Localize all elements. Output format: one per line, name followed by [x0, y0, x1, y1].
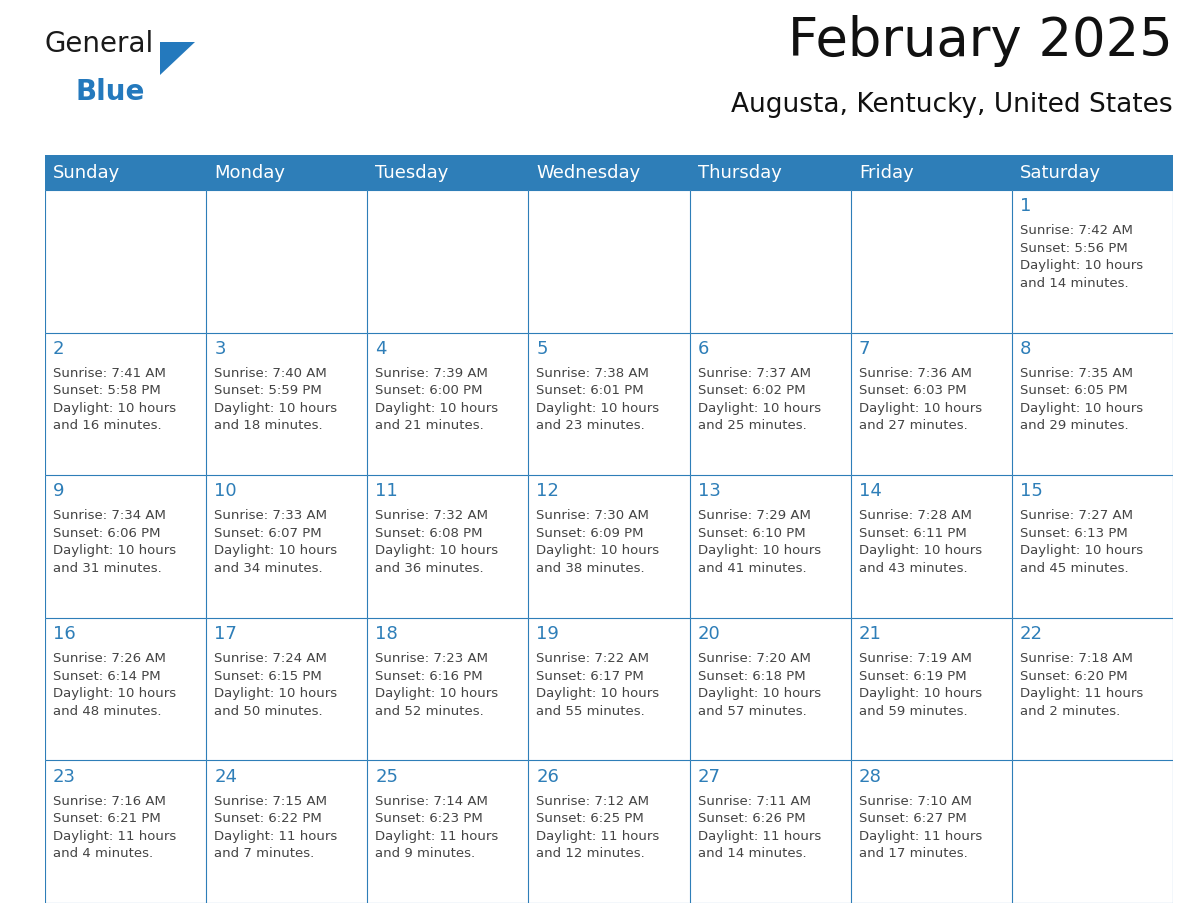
Text: Thursday: Thursday: [697, 163, 782, 182]
Text: Sunrise: 7:15 AM
Sunset: 6:22 PM
Daylight: 11 hours
and 7 minutes.: Sunrise: 7:15 AM Sunset: 6:22 PM Dayligh…: [214, 795, 337, 860]
Text: Sunrise: 7:14 AM
Sunset: 6:23 PM
Daylight: 11 hours
and 9 minutes.: Sunrise: 7:14 AM Sunset: 6:23 PM Dayligh…: [375, 795, 499, 860]
Text: Sunrise: 7:24 AM
Sunset: 6:15 PM
Daylight: 10 hours
and 50 minutes.: Sunrise: 7:24 AM Sunset: 6:15 PM Dayligh…: [214, 652, 337, 718]
Text: 20: 20: [697, 625, 720, 643]
Text: Sunrise: 7:38 AM
Sunset: 6:01 PM
Daylight: 10 hours
and 23 minutes.: Sunrise: 7:38 AM Sunset: 6:01 PM Dayligh…: [537, 367, 659, 432]
Text: 19: 19: [537, 625, 560, 643]
Text: 27: 27: [697, 767, 721, 786]
Text: Augusta, Kentucky, United States: Augusta, Kentucky, United States: [732, 93, 1173, 118]
Text: Sunrise: 7:32 AM
Sunset: 6:08 PM
Daylight: 10 hours
and 36 minutes.: Sunrise: 7:32 AM Sunset: 6:08 PM Dayligh…: [375, 509, 499, 575]
Text: Sunrise: 7:19 AM
Sunset: 6:19 PM
Daylight: 10 hours
and 59 minutes.: Sunrise: 7:19 AM Sunset: 6:19 PM Dayligh…: [859, 652, 982, 718]
Text: 1: 1: [1020, 197, 1031, 215]
Text: Sunrise: 7:42 AM
Sunset: 5:56 PM
Daylight: 10 hours
and 14 minutes.: Sunrise: 7:42 AM Sunset: 5:56 PM Dayligh…: [1020, 224, 1143, 290]
Text: 6: 6: [697, 340, 709, 358]
Text: Sunrise: 7:22 AM
Sunset: 6:17 PM
Daylight: 10 hours
and 55 minutes.: Sunrise: 7:22 AM Sunset: 6:17 PM Dayligh…: [537, 652, 659, 718]
Text: Sunrise: 7:16 AM
Sunset: 6:21 PM
Daylight: 11 hours
and 4 minutes.: Sunrise: 7:16 AM Sunset: 6:21 PM Dayligh…: [53, 795, 176, 860]
Text: Blue: Blue: [75, 78, 145, 106]
Text: Sunrise: 7:11 AM
Sunset: 6:26 PM
Daylight: 11 hours
and 14 minutes.: Sunrise: 7:11 AM Sunset: 6:26 PM Dayligh…: [697, 795, 821, 860]
Text: Sunrise: 7:33 AM
Sunset: 6:07 PM
Daylight: 10 hours
and 34 minutes.: Sunrise: 7:33 AM Sunset: 6:07 PM Dayligh…: [214, 509, 337, 575]
Text: Sunday: Sunday: [53, 163, 120, 182]
Text: Sunrise: 7:37 AM
Sunset: 6:02 PM
Daylight: 10 hours
and 25 minutes.: Sunrise: 7:37 AM Sunset: 6:02 PM Dayligh…: [697, 367, 821, 432]
Text: Sunrise: 7:41 AM
Sunset: 5:58 PM
Daylight: 10 hours
and 16 minutes.: Sunrise: 7:41 AM Sunset: 5:58 PM Dayligh…: [53, 367, 176, 432]
Text: 11: 11: [375, 482, 398, 500]
Text: 16: 16: [53, 625, 76, 643]
Text: 28: 28: [859, 767, 881, 786]
Text: February 2025: February 2025: [789, 15, 1173, 67]
Text: 15: 15: [1020, 482, 1043, 500]
Text: Tuesday: Tuesday: [375, 163, 449, 182]
Text: 10: 10: [214, 482, 236, 500]
Text: Saturday: Saturday: [1020, 163, 1101, 182]
Text: Sunrise: 7:34 AM
Sunset: 6:06 PM
Daylight: 10 hours
and 31 minutes.: Sunrise: 7:34 AM Sunset: 6:06 PM Dayligh…: [53, 509, 176, 575]
Text: 2: 2: [53, 340, 64, 358]
Text: General: General: [45, 30, 154, 58]
Text: Wednesday: Wednesday: [537, 163, 640, 182]
Text: Sunrise: 7:36 AM
Sunset: 6:03 PM
Daylight: 10 hours
and 27 minutes.: Sunrise: 7:36 AM Sunset: 6:03 PM Dayligh…: [859, 367, 982, 432]
Text: 17: 17: [214, 625, 238, 643]
Text: Monday: Monday: [214, 163, 285, 182]
Text: Sunrise: 7:12 AM
Sunset: 6:25 PM
Daylight: 11 hours
and 12 minutes.: Sunrise: 7:12 AM Sunset: 6:25 PM Dayligh…: [537, 795, 659, 860]
Text: Sunrise: 7:28 AM
Sunset: 6:11 PM
Daylight: 10 hours
and 43 minutes.: Sunrise: 7:28 AM Sunset: 6:11 PM Dayligh…: [859, 509, 982, 575]
Text: Sunrise: 7:20 AM
Sunset: 6:18 PM
Daylight: 10 hours
and 57 minutes.: Sunrise: 7:20 AM Sunset: 6:18 PM Dayligh…: [697, 652, 821, 718]
Text: 26: 26: [537, 767, 560, 786]
Text: 9: 9: [53, 482, 64, 500]
Text: Sunrise: 7:29 AM
Sunset: 6:10 PM
Daylight: 10 hours
and 41 minutes.: Sunrise: 7:29 AM Sunset: 6:10 PM Dayligh…: [697, 509, 821, 575]
Text: 22: 22: [1020, 625, 1043, 643]
Polygon shape: [160, 42, 195, 75]
Text: 24: 24: [214, 767, 238, 786]
Text: 4: 4: [375, 340, 387, 358]
Text: 23: 23: [53, 767, 76, 786]
Text: Sunrise: 7:35 AM
Sunset: 6:05 PM
Daylight: 10 hours
and 29 minutes.: Sunrise: 7:35 AM Sunset: 6:05 PM Dayligh…: [1020, 367, 1143, 432]
Text: Sunrise: 7:27 AM
Sunset: 6:13 PM
Daylight: 10 hours
and 45 minutes.: Sunrise: 7:27 AM Sunset: 6:13 PM Dayligh…: [1020, 509, 1143, 575]
Text: 25: 25: [375, 767, 398, 786]
Text: Sunrise: 7:10 AM
Sunset: 6:27 PM
Daylight: 11 hours
and 17 minutes.: Sunrise: 7:10 AM Sunset: 6:27 PM Dayligh…: [859, 795, 982, 860]
Text: 3: 3: [214, 340, 226, 358]
Text: 13: 13: [697, 482, 720, 500]
Text: Friday: Friday: [859, 163, 914, 182]
Text: Sunrise: 7:23 AM
Sunset: 6:16 PM
Daylight: 10 hours
and 52 minutes.: Sunrise: 7:23 AM Sunset: 6:16 PM Dayligh…: [375, 652, 499, 718]
Text: 8: 8: [1020, 340, 1031, 358]
Text: Sunrise: 7:39 AM
Sunset: 6:00 PM
Daylight: 10 hours
and 21 minutes.: Sunrise: 7:39 AM Sunset: 6:00 PM Dayligh…: [375, 367, 499, 432]
Text: Sunrise: 7:30 AM
Sunset: 6:09 PM
Daylight: 10 hours
and 38 minutes.: Sunrise: 7:30 AM Sunset: 6:09 PM Dayligh…: [537, 509, 659, 575]
Text: 12: 12: [537, 482, 560, 500]
Text: Sunrise: 7:40 AM
Sunset: 5:59 PM
Daylight: 10 hours
and 18 minutes.: Sunrise: 7:40 AM Sunset: 5:59 PM Dayligh…: [214, 367, 337, 432]
Text: 18: 18: [375, 625, 398, 643]
Text: 7: 7: [859, 340, 871, 358]
Text: 14: 14: [859, 482, 881, 500]
Text: Sunrise: 7:26 AM
Sunset: 6:14 PM
Daylight: 10 hours
and 48 minutes.: Sunrise: 7:26 AM Sunset: 6:14 PM Dayligh…: [53, 652, 176, 718]
Text: 5: 5: [537, 340, 548, 358]
Text: Sunrise: 7:18 AM
Sunset: 6:20 PM
Daylight: 11 hours
and 2 minutes.: Sunrise: 7:18 AM Sunset: 6:20 PM Dayligh…: [1020, 652, 1143, 718]
Text: 21: 21: [859, 625, 881, 643]
